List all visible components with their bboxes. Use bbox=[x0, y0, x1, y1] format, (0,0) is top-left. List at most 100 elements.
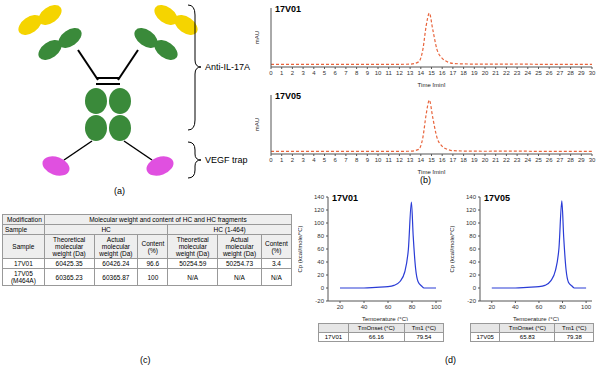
svg-text:13: 13 bbox=[407, 157, 414, 163]
svg-text:40: 40 bbox=[361, 304, 368, 310]
svg-text:16: 16 bbox=[439, 70, 446, 76]
svg-text:20: 20 bbox=[337, 304, 344, 310]
svg-text:40: 40 bbox=[469, 259, 476, 265]
svg-text:mAU: mAU bbox=[255, 118, 260, 131]
svg-text:60: 60 bbox=[317, 246, 324, 252]
svg-text:16: 16 bbox=[439, 157, 446, 163]
svg-text:22: 22 bbox=[503, 157, 510, 163]
svg-text:24: 24 bbox=[524, 157, 531, 163]
svg-text:8: 8 bbox=[355, 70, 359, 76]
svg-text:40: 40 bbox=[317, 259, 324, 265]
svg-text:26: 26 bbox=[546, 70, 553, 76]
svg-text:Time [min]: Time [min] bbox=[418, 169, 446, 174]
svg-text:20: 20 bbox=[469, 272, 476, 278]
svg-text:27: 27 bbox=[557, 157, 564, 163]
svg-text:14: 14 bbox=[417, 157, 424, 163]
svg-text:23: 23 bbox=[514, 70, 521, 76]
svg-text:15: 15 bbox=[428, 157, 435, 163]
svg-text:80: 80 bbox=[469, 233, 476, 239]
svg-text:9: 9 bbox=[366, 157, 370, 163]
svg-text:5: 5 bbox=[323, 70, 327, 76]
svg-text:19: 19 bbox=[471, 70, 478, 76]
svg-text:29: 29 bbox=[578, 157, 585, 163]
svg-text:28: 28 bbox=[567, 157, 574, 163]
svg-text:27: 27 bbox=[557, 70, 564, 76]
svg-text:17: 17 bbox=[450, 157, 457, 163]
svg-text:11: 11 bbox=[386, 157, 393, 163]
svg-text:18: 18 bbox=[460, 70, 467, 76]
svg-text:10: 10 bbox=[375, 157, 382, 163]
svg-text:80: 80 bbox=[409, 304, 416, 310]
svg-text:Cp (kcal/mole/°C): Cp (kcal/mole/°C) bbox=[298, 225, 303, 272]
svg-text:2: 2 bbox=[291, 70, 295, 76]
svg-text:11: 11 bbox=[386, 70, 393, 76]
svg-text:Anti-IL-17A: Anti-IL-17A bbox=[205, 62, 250, 72]
svg-text:29: 29 bbox=[578, 70, 585, 76]
svg-text:5: 5 bbox=[323, 157, 327, 163]
svg-text:4: 4 bbox=[312, 70, 316, 76]
svg-text:80: 80 bbox=[317, 233, 324, 239]
svg-text:30: 30 bbox=[589, 70, 596, 76]
svg-text:1: 1 bbox=[280, 70, 284, 76]
svg-text:15: 15 bbox=[428, 70, 435, 76]
svg-text:60: 60 bbox=[385, 304, 392, 310]
svg-text:21: 21 bbox=[492, 157, 499, 163]
svg-text:0: 0 bbox=[269, 70, 273, 76]
svg-text:12: 12 bbox=[396, 70, 403, 76]
svg-text:14: 14 bbox=[417, 70, 424, 76]
svg-text:-20: -20 bbox=[467, 298, 476, 304]
svg-text:13: 13 bbox=[407, 70, 414, 76]
svg-text:12: 12 bbox=[396, 157, 403, 163]
svg-text:23: 23 bbox=[514, 157, 521, 163]
svg-text:0: 0 bbox=[473, 285, 477, 291]
svg-text:1: 1 bbox=[280, 157, 284, 163]
svg-text:8: 8 bbox=[355, 157, 359, 163]
svg-text:20: 20 bbox=[317, 272, 324, 278]
svg-text:VEGF trap: VEGF trap bbox=[205, 155, 248, 165]
svg-text:30: 30 bbox=[589, 157, 596, 163]
svg-text:20: 20 bbox=[482, 157, 489, 163]
svg-text:4: 4 bbox=[312, 157, 316, 163]
svg-text:40: 40 bbox=[512, 304, 519, 310]
svg-text:140: 140 bbox=[314, 194, 325, 200]
svg-text:3: 3 bbox=[301, 157, 305, 163]
svg-text:60: 60 bbox=[469, 246, 476, 252]
svg-text:9: 9 bbox=[366, 70, 370, 76]
svg-text:0: 0 bbox=[321, 285, 325, 291]
svg-text:120: 120 bbox=[466, 207, 477, 213]
svg-text:25: 25 bbox=[535, 157, 542, 163]
svg-text:mAU: mAU bbox=[255, 31, 260, 44]
svg-text:6: 6 bbox=[334, 157, 338, 163]
svg-text:0: 0 bbox=[269, 157, 273, 163]
svg-text:6: 6 bbox=[334, 70, 338, 76]
svg-text:7: 7 bbox=[344, 70, 348, 76]
svg-text:60: 60 bbox=[536, 304, 543, 310]
svg-text:21: 21 bbox=[492, 70, 499, 76]
svg-text:100: 100 bbox=[314, 220, 325, 226]
svg-text:26: 26 bbox=[546, 157, 553, 163]
svg-text:100: 100 bbox=[431, 304, 442, 310]
svg-text:17: 17 bbox=[450, 70, 457, 76]
svg-text:22: 22 bbox=[503, 70, 510, 76]
svg-text:Cp (kcal/mole/°C): Cp (kcal/mole/°C) bbox=[450, 225, 455, 272]
svg-text:7: 7 bbox=[344, 157, 348, 163]
svg-text:100: 100 bbox=[581, 304, 592, 310]
svg-text:19: 19 bbox=[471, 157, 478, 163]
svg-text:20: 20 bbox=[482, 70, 489, 76]
svg-text:3: 3 bbox=[301, 70, 305, 76]
svg-text:Temperature (°C): Temperature (°C) bbox=[362, 316, 408, 321]
svg-text:28: 28 bbox=[567, 70, 574, 76]
svg-text:Temperature (°C): Temperature (°C) bbox=[513, 316, 559, 321]
svg-text:100: 100 bbox=[466, 220, 477, 226]
svg-text:120: 120 bbox=[314, 207, 325, 213]
svg-text:20: 20 bbox=[488, 304, 495, 310]
svg-text:Time [min]: Time [min] bbox=[418, 82, 446, 87]
svg-text:2: 2 bbox=[291, 157, 295, 163]
svg-text:25: 25 bbox=[535, 70, 542, 76]
svg-text:80: 80 bbox=[559, 304, 566, 310]
svg-text:24: 24 bbox=[524, 70, 531, 76]
svg-text:-20: -20 bbox=[315, 298, 324, 304]
svg-text:10: 10 bbox=[375, 70, 382, 76]
svg-text:18: 18 bbox=[460, 157, 467, 163]
svg-text:140: 140 bbox=[466, 194, 477, 200]
